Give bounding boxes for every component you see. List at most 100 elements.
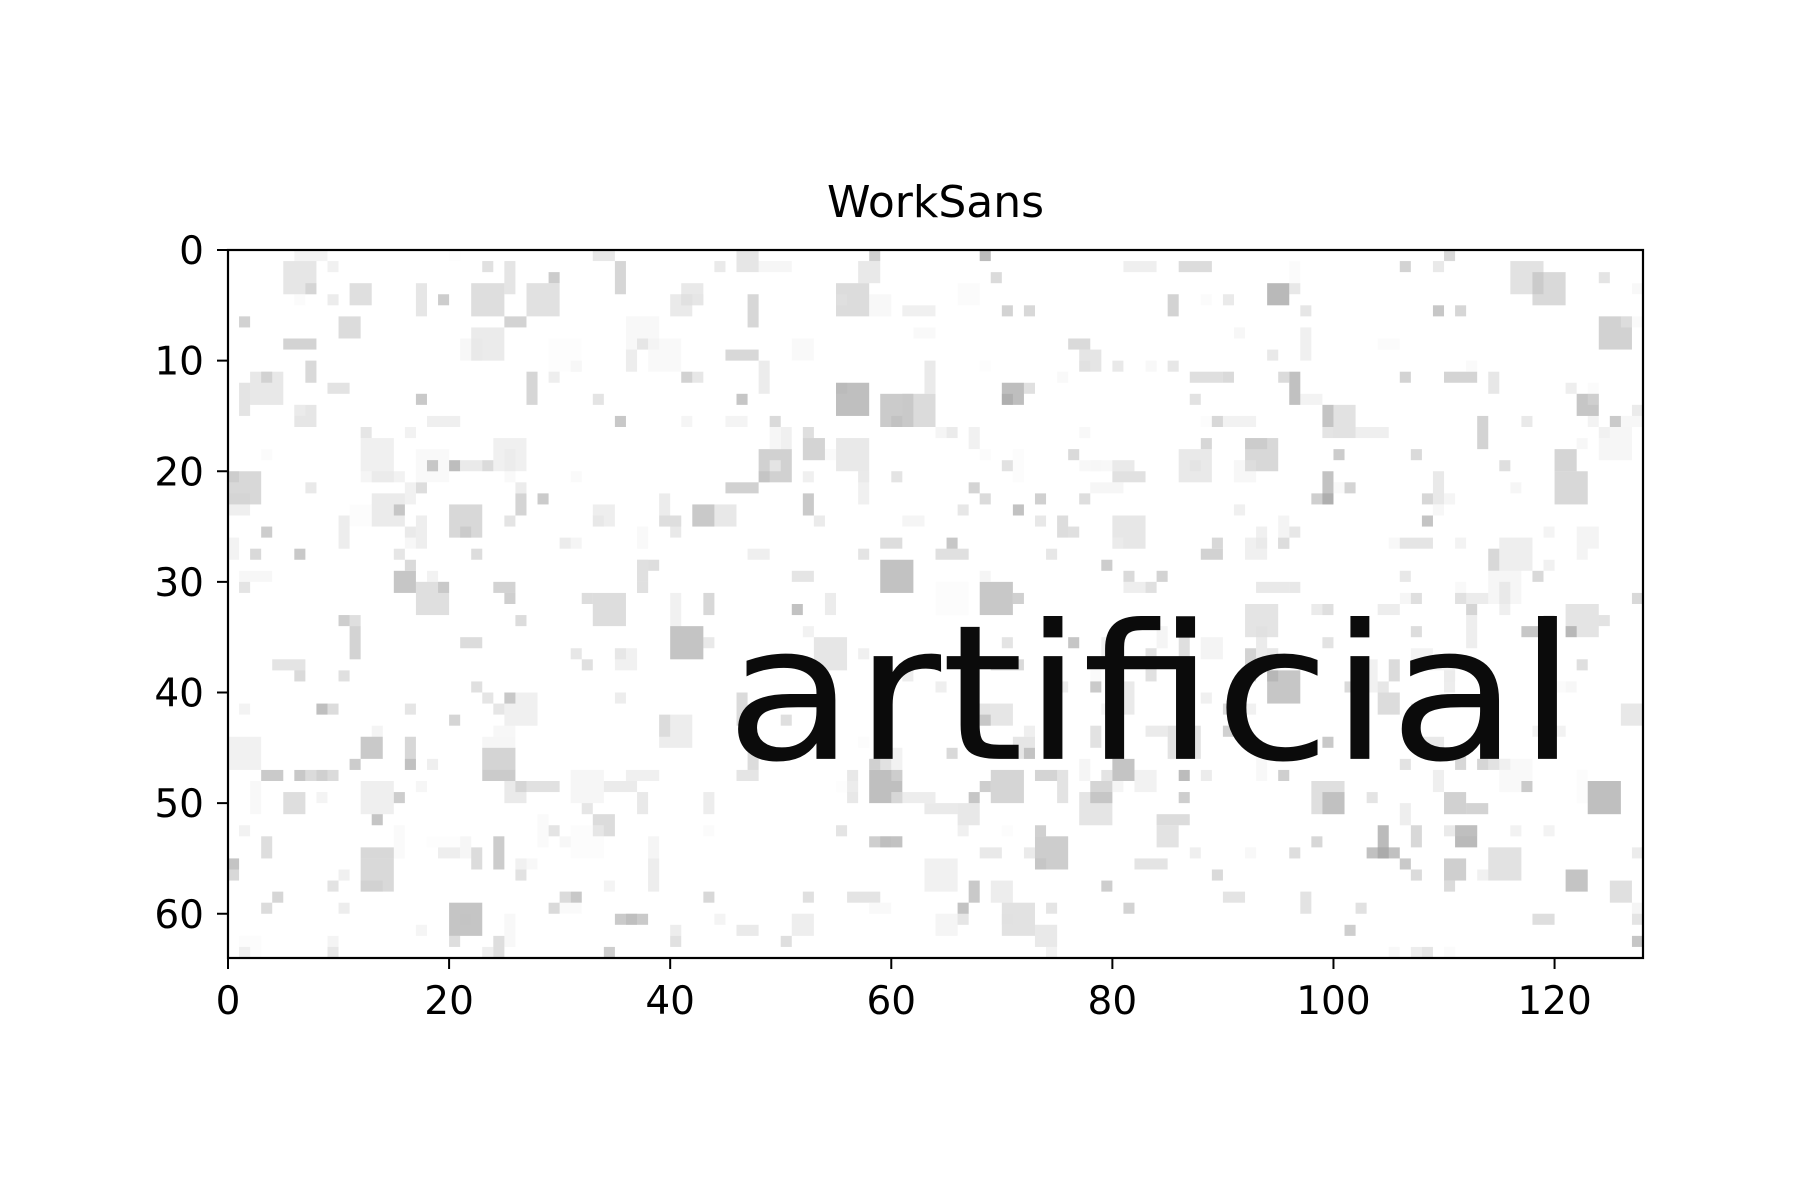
noise-pixel [1455, 825, 1478, 848]
noise-pixel [548, 825, 560, 837]
noise-pixel [858, 471, 870, 505]
noise-pixel [1233, 327, 1246, 339]
noise-pixel [1421, 493, 1433, 505]
noise-pixel [1267, 648, 1279, 660]
noise-pixel [1322, 404, 1334, 427]
noise-pixel [482, 460, 494, 472]
noise-pixel [692, 504, 715, 527]
noise-pixel [891, 792, 903, 804]
noise-pixel [858, 736, 870, 748]
noise-pixel [1079, 758, 1091, 781]
y-tick-label: 30 [154, 561, 204, 606]
noise-pixel [1377, 604, 1400, 616]
noise-pixel [957, 803, 980, 826]
noise-pixel [338, 670, 350, 682]
noise-pixel [1377, 681, 1389, 693]
noise-pixel [990, 272, 1002, 284]
noise-pixel [1256, 626, 1268, 660]
noise-pixel [1023, 847, 1035, 859]
noise-pixel [327, 382, 350, 394]
noise-pixel [836, 781, 859, 793]
y-tick-label: 0 [179, 229, 204, 274]
noise-pixel [824, 449, 837, 461]
noise-pixel [371, 814, 383, 826]
noise-pixel [449, 250, 461, 262]
noise-pixel [515, 482, 527, 494]
noise-pixel [1200, 769, 1212, 781]
noise-pixel [449, 902, 483, 936]
noise-pixel [415, 781, 427, 793]
noise-pixel [780, 935, 792, 947]
noise-pixel [858, 548, 870, 560]
noise-pixel [1289, 261, 1301, 284]
noise-pixel [1532, 725, 1566, 737]
noise-pixel [858, 471, 870, 483]
noise-pixel [1300, 393, 1323, 405]
noise-pixel [1101, 769, 1113, 781]
noise-pixel [1034, 515, 1047, 527]
noise-pixel [1300, 891, 1312, 914]
x-tick-label: 100 [1296, 979, 1370, 1024]
noise-pixel [471, 327, 505, 361]
noise-pixel [526, 371, 538, 405]
noise-pixel [847, 891, 881, 903]
noise-pixel [239, 946, 251, 958]
noise-pixel [1620, 703, 1643, 726]
noise-pixel [968, 880, 980, 903]
noise-pixel [957, 283, 980, 306]
noise-pixel [1200, 637, 1223, 660]
noise-pixel [305, 482, 317, 494]
noise-pixel [504, 592, 516, 604]
noise-pixel [736, 924, 759, 936]
noise-pixel [1079, 427, 1091, 439]
noise-pixel [1410, 626, 1422, 638]
noise-pixel [924, 360, 936, 394]
noise-pixel [614, 415, 626, 427]
noise-pixel [1222, 415, 1257, 427]
noise-pixel [1156, 626, 1168, 649]
noise-pixel [802, 626, 814, 638]
noise-pixel [1034, 825, 1047, 837]
noise-pixel [946, 427, 958, 439]
noise-pixel [979, 250, 991, 262]
noise-pixel [1631, 913, 1643, 925]
noise-pixel [592, 515, 604, 527]
noise-pixel [1399, 371, 1411, 383]
noise-pixel [869, 902, 892, 914]
noise-pixel [957, 902, 969, 925]
noise-pixel [1233, 703, 1257, 715]
noise-pixel [261, 769, 284, 781]
noise-pixel [1178, 261, 1212, 273]
noise-pixel [1631, 283, 1643, 295]
noise-pixel [1200, 692, 1212, 704]
noise-pixel [891, 747, 903, 781]
noise-pixel [1112, 758, 1135, 781]
noise-pixel [1455, 747, 1467, 770]
noise-pixel [526, 858, 538, 870]
noise-pixel [504, 316, 527, 328]
noise-pixel [592, 250, 615, 262]
noise-pixel [736, 250, 759, 273]
noise-pixel [1444, 792, 1467, 815]
noise-pixel [603, 946, 615, 958]
noise-pixel [1399, 803, 1411, 826]
noise-pixel [294, 548, 306, 560]
noise-pixel [1466, 803, 1489, 815]
noise-pixel [415, 283, 427, 317]
noise-pixel [1620, 415, 1643, 427]
noise-pixel [548, 338, 582, 372]
noise-pixel [1609, 415, 1621, 427]
noise-pixel [393, 792, 405, 804]
noise-pixel [1377, 825, 1389, 859]
noise-pixel [570, 360, 582, 372]
noise-pixel [471, 283, 505, 317]
noise-pixel [1178, 637, 1190, 660]
noise-pixel [979, 781, 991, 793]
noise-pixel [1300, 327, 1312, 361]
noise-pixel [1388, 946, 1400, 958]
noise-pixel [1267, 349, 1279, 361]
noise-pixel [1432, 305, 1445, 317]
noise-pixel [1156, 825, 1179, 848]
noise-pixel [349, 504, 372, 527]
noise-pixel [1145, 581, 1157, 593]
